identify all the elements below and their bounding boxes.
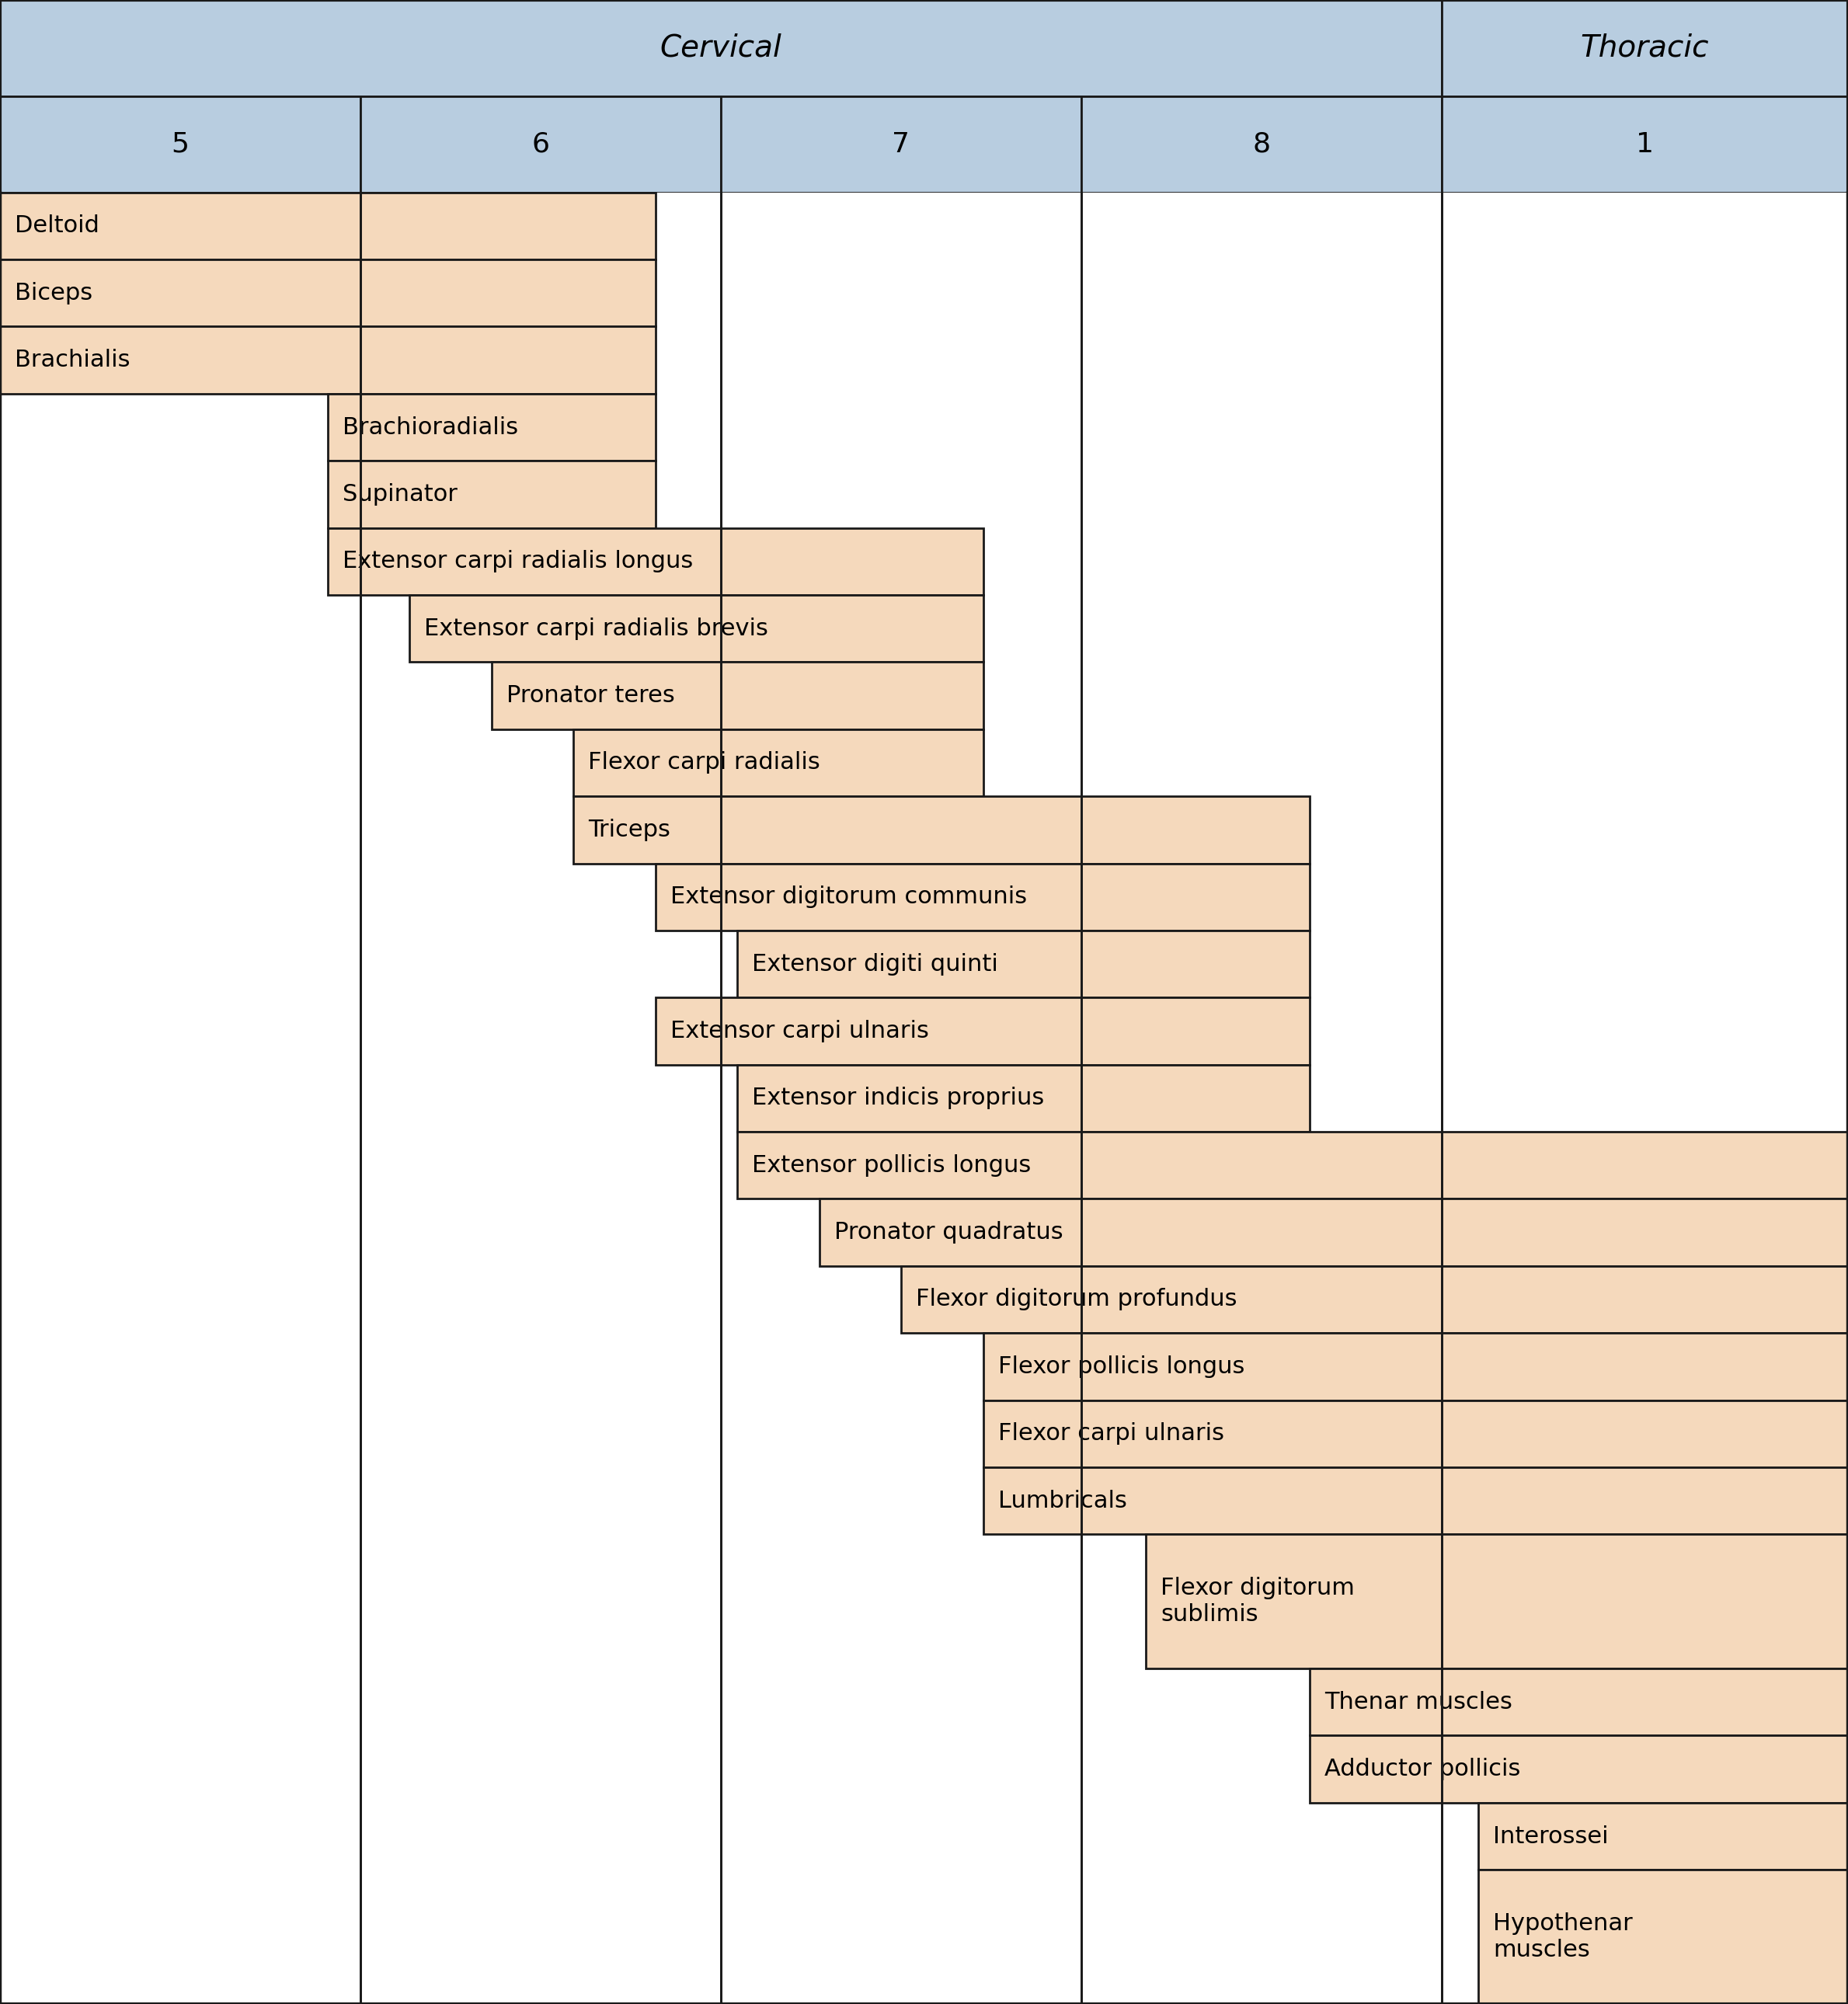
Bar	[902, 1267, 1848, 1333]
Text: Flexor digitorum profundus: Flexor digitorum profundus	[917, 1289, 1236, 1311]
Text: Flexor carpi radialis: Flexor carpi radialis	[588, 752, 821, 774]
Bar	[0, 998, 1848, 1064]
Bar	[0, 661, 1848, 729]
Text: Flexor carpi ulnaris: Flexor carpi ulnaris	[998, 1423, 1225, 1445]
Text: 5: 5	[172, 130, 188, 158]
Bar	[1310, 1735, 1848, 1804]
Bar	[1441, 0, 1848, 96]
Text: 6: 6	[532, 130, 549, 158]
Bar	[0, 1535, 1848, 1669]
Bar	[983, 1467, 1848, 1535]
Text: Hypothenar
muscles: Hypothenar muscles	[1493, 1912, 1632, 1962]
Text: Extensor carpi radialis longus: Extensor carpi radialis longus	[342, 551, 693, 573]
Text: Extensor carpi ulnaris: Extensor carpi ulnaris	[671, 1020, 930, 1042]
Bar	[0, 1870, 1848, 2004]
Bar	[0, 192, 656, 259]
Bar	[1081, 96, 1441, 192]
Text: Flexor pollicis longus: Flexor pollicis longus	[998, 1355, 1246, 1379]
Bar	[0, 1064, 1848, 1132]
Text: Brachioradialis: Brachioradialis	[342, 417, 519, 439]
Text: Extensor carpi radialis brevis: Extensor carpi radialis brevis	[423, 617, 767, 639]
Bar	[0, 595, 1848, 661]
Text: Pronator teres: Pronator teres	[506, 683, 675, 707]
Bar	[0, 930, 1848, 998]
Text: Brachialis: Brachialis	[15, 349, 129, 371]
Bar	[737, 1132, 1848, 1198]
Bar	[0, 796, 1848, 864]
Bar	[0, 864, 1848, 930]
Bar	[0, 1333, 1848, 1401]
Text: Interossei: Interossei	[1493, 1826, 1608, 1848]
Bar	[1478, 1804, 1848, 1870]
Bar	[0, 1804, 1848, 1870]
Bar	[0, 527, 1848, 595]
Bar	[360, 96, 721, 192]
Text: 8: 8	[1253, 130, 1270, 158]
Bar	[983, 1401, 1848, 1467]
Text: Pronator quadratus: Pronator quadratus	[835, 1220, 1063, 1244]
Bar	[821, 1198, 1848, 1267]
Text: Triceps: Triceps	[588, 818, 671, 842]
Bar	[0, 1669, 1848, 1735]
Text: Lumbricals: Lumbricals	[998, 1489, 1127, 1513]
Bar	[1310, 1669, 1848, 1735]
Bar	[983, 1333, 1848, 1401]
Bar	[0, 192, 1848, 259]
Bar	[408, 595, 983, 661]
Bar	[721, 96, 1081, 192]
Bar	[0, 729, 1848, 796]
Bar	[1146, 1535, 1848, 1669]
Bar	[0, 1401, 1848, 1467]
Bar	[1478, 1870, 1848, 2004]
Bar	[0, 327, 1848, 393]
Text: Extensor indicis proprius: Extensor indicis proprius	[752, 1086, 1044, 1110]
Text: Adductor pollicis: Adductor pollicis	[1325, 1758, 1521, 1780]
Text: Extensor digitorum communis: Extensor digitorum communis	[671, 886, 1027, 908]
Bar	[327, 461, 656, 527]
Bar	[0, 1735, 1848, 1804]
Text: Biceps: Biceps	[15, 283, 92, 305]
Bar	[0, 1267, 1848, 1333]
Bar	[0, 259, 656, 327]
Bar	[0, 1467, 1848, 1535]
Bar	[0, 0, 1441, 96]
Bar	[573, 796, 1310, 864]
Bar	[0, 1132, 1848, 1198]
Bar	[327, 527, 983, 595]
Bar	[656, 864, 1310, 930]
Text: Deltoid: Deltoid	[15, 214, 100, 236]
Text: Extensor pollicis longus: Extensor pollicis longus	[752, 1154, 1031, 1176]
Bar	[0, 96, 360, 192]
Bar	[0, 461, 1848, 527]
Bar	[737, 930, 1310, 998]
Bar	[737, 1064, 1310, 1132]
Bar	[492, 661, 983, 729]
Bar	[1441, 96, 1848, 192]
Bar	[0, 259, 1848, 327]
Text: 7: 7	[893, 130, 909, 158]
Bar	[656, 998, 1310, 1064]
Text: Supinator: Supinator	[342, 483, 458, 505]
Bar	[573, 729, 983, 796]
Text: Extensor digiti quinti: Extensor digiti quinti	[752, 952, 998, 976]
Text: Thoracic: Thoracic	[1580, 34, 1709, 62]
Text: Flexor digitorum
sublimis: Flexor digitorum sublimis	[1161, 1577, 1355, 1625]
Text: Thenar muscles: Thenar muscles	[1325, 1691, 1512, 1713]
Bar	[327, 393, 656, 461]
Bar	[0, 393, 1848, 461]
Text: 1: 1	[1635, 130, 1654, 158]
Bar	[0, 327, 656, 393]
Text: Cervical: Cervical	[660, 34, 782, 62]
Bar	[0, 1198, 1848, 1267]
